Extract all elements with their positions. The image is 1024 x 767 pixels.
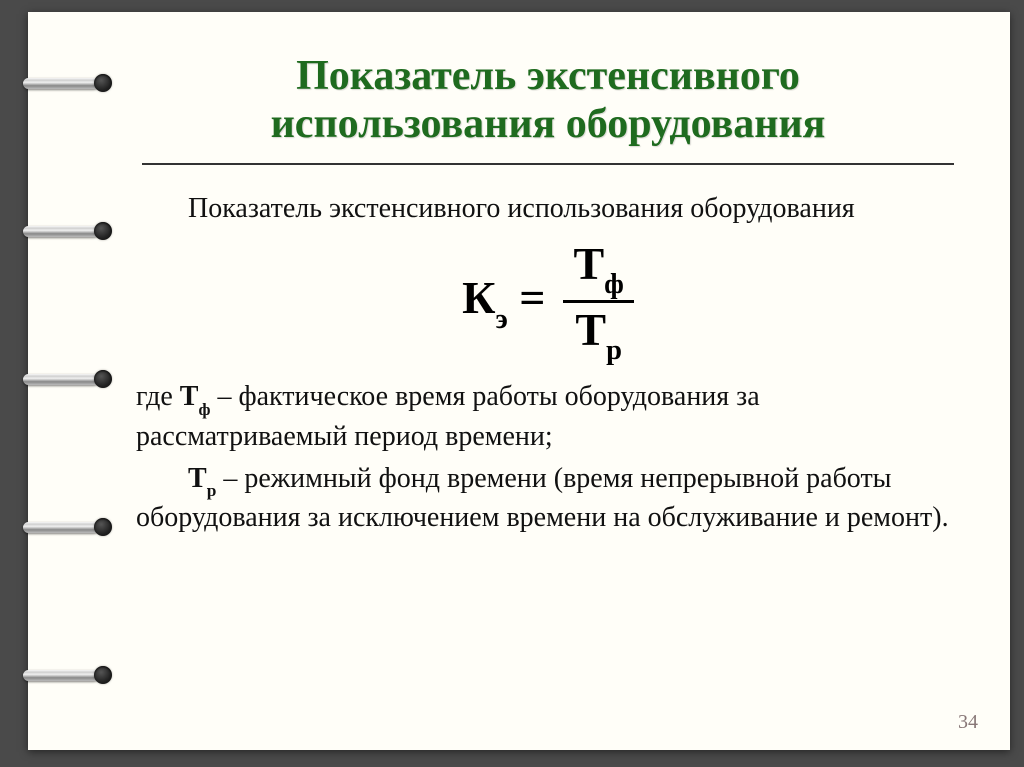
binding-ring — [78, 60, 122, 104]
ring-metal — [23, 522, 99, 533]
tr-base: Т — [188, 463, 207, 494]
tr-sub: р — [207, 481, 217, 500]
num-base: Т — [573, 238, 604, 289]
den-sub: р — [606, 335, 622, 366]
binding-ring — [78, 356, 122, 400]
tr-description: – режимный фонд времени (время непрерывн… — [136, 463, 949, 533]
slide-content: Показатель экстенсивного использования о… — [136, 52, 960, 720]
lhs-base: К — [462, 272, 495, 323]
ring-metal — [23, 78, 99, 89]
slide-card: Показатель экстенсивного использования о… — [28, 12, 1010, 750]
title-line-2: использования оборудования — [271, 101, 826, 147]
binding-ring — [78, 504, 122, 548]
fraction-numerator: Тф — [563, 241, 633, 296]
lhs-sub: э — [495, 304, 507, 335]
ring-metal — [23, 670, 99, 681]
num-sub: ф — [604, 269, 624, 300]
slide-title: Показатель экстенсивного использования о… — [136, 52, 960, 149]
formula-fraction: Тф Тр — [563, 241, 633, 361]
ring-hole — [94, 518, 112, 536]
fraction-denominator: Тр — [565, 307, 632, 362]
ring-metal — [23, 374, 99, 385]
ring-hole — [94, 222, 112, 240]
tf-description: – фактическое время работы оборудования … — [136, 381, 760, 451]
den-base: Т — [575, 304, 606, 355]
title-underline — [142, 163, 954, 165]
equals: = — [508, 272, 546, 323]
spiral-binding — [28, 12, 118, 750]
binding-ring — [78, 208, 122, 252]
binding-ring — [78, 652, 122, 696]
where-tf-paragraph: где Тф – фактическое время работы оборуд… — [136, 379, 960, 455]
title-line-1: Показатель экстенсивного — [296, 53, 800, 99]
where-label: где — [136, 381, 180, 412]
ring-hole — [94, 74, 112, 92]
tf-base: Т — [180, 381, 199, 412]
ring-hole — [94, 370, 112, 388]
formula-lhs: Кэ = — [462, 271, 545, 331]
ring-metal — [23, 226, 99, 237]
formula: Кэ = Тф Тр — [136, 241, 960, 361]
page-number: 34 — [958, 711, 978, 734]
fraction-bar — [563, 300, 633, 303]
where-tr-paragraph: Тр – режимный фонд времени (время непрер… — [136, 461, 960, 537]
tf-sub: ф — [198, 400, 210, 419]
intro-paragraph: Показатель экстенсивного использования о… — [136, 191, 960, 227]
ring-hole — [94, 666, 112, 684]
